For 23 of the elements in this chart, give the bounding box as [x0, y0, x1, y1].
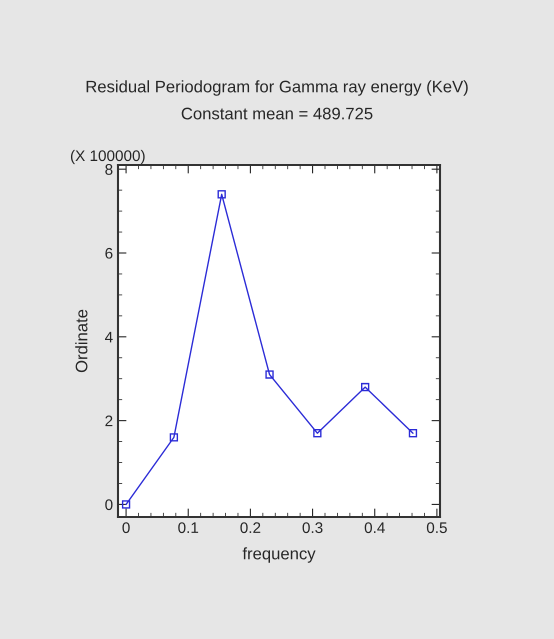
y-tick-label: 2 [105, 415, 112, 426]
x-tick-label: 0.2 [240, 522, 260, 534]
point [122, 500, 130, 509]
y-axis-title: Ordinate [75, 310, 88, 372]
point [170, 433, 178, 442]
y-tick-label: 4 [104, 332, 113, 342]
y-tick-label: 8 [105, 164, 112, 175]
point [360, 382, 370, 392]
point [265, 370, 274, 379]
point [408, 429, 418, 438]
y-tick-label: 0 [105, 499, 113, 510]
point [313, 429, 322, 438]
point [218, 190, 226, 198]
x-axis-title: frequency [242, 547, 316, 563]
chart-subtitle: Constant mean = 489.725 [182, 108, 372, 120]
chart-title: Residual Periodogram for Gamma ray energy (KeV) [86, 80, 468, 96]
text: (X 100000) [70, 150, 145, 164]
x-tick-label: 0.5 [426, 522, 447, 534]
x-tick-label: 0 [122, 522, 130, 534]
x-tick-label: 0.1 [178, 522, 198, 534]
x-tick-label: 0.3 [302, 522, 323, 534]
x-tick-label: 0.4 [364, 522, 385, 534]
y-tick-label: 6 [105, 248, 112, 259]
